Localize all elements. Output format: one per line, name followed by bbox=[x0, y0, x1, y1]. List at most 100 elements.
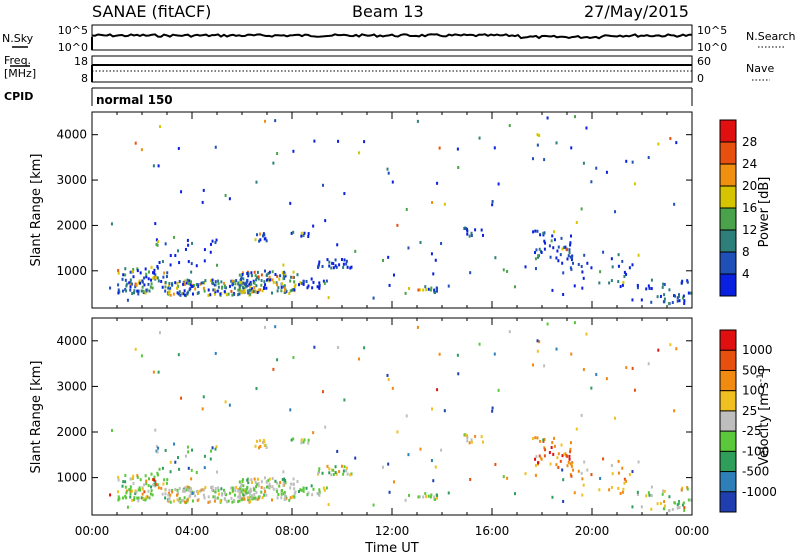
velocity-echo-cell bbox=[251, 494, 254, 498]
power-echo-cell bbox=[263, 280, 266, 284]
velocity-echo-cell bbox=[337, 346, 340, 350]
power-echo-cell bbox=[663, 282, 666, 286]
power-echo-cell bbox=[217, 279, 220, 283]
power-echo-cell bbox=[162, 275, 165, 279]
power-echo-cell bbox=[404, 291, 407, 295]
velocity-echo-cell bbox=[465, 433, 468, 437]
velocity-echo-cell bbox=[177, 491, 180, 495]
power-colorbar-tick-label: 4 bbox=[742, 267, 750, 281]
power-echo-cell bbox=[622, 280, 625, 284]
velocity-echo-cell bbox=[683, 506, 686, 510]
power-echo-cell bbox=[124, 273, 127, 277]
velocity-echo-cell bbox=[150, 472, 153, 476]
power-echo-cell bbox=[136, 267, 139, 271]
power-echo-cell bbox=[139, 271, 142, 275]
power-echo-cell bbox=[177, 146, 180, 150]
power-echo-cell bbox=[443, 202, 446, 206]
power-echo-cell bbox=[133, 289, 136, 293]
power-echo-cell bbox=[230, 279, 233, 283]
power-echo-cell bbox=[186, 292, 189, 296]
power-echo-cell bbox=[239, 289, 242, 293]
power-echo-cell bbox=[157, 164, 160, 168]
velocity-echo-cell bbox=[583, 460, 586, 464]
power-echo-cell bbox=[663, 293, 666, 297]
velocity-echo-cell bbox=[551, 441, 554, 445]
power-echo-cell bbox=[151, 286, 154, 290]
power-echo-cell bbox=[267, 277, 270, 281]
velocity-echo-cell bbox=[342, 472, 345, 476]
power-echo-cell bbox=[209, 250, 212, 254]
power-echo-cell bbox=[177, 249, 180, 253]
power-echo-cell bbox=[117, 283, 120, 287]
velocity-echo-cell bbox=[276, 496, 279, 500]
power-echo-cell bbox=[552, 246, 555, 250]
power-echo-cell bbox=[243, 289, 246, 293]
velocity-echo-cell bbox=[187, 488, 190, 492]
velocity-echo-cell bbox=[556, 456, 559, 460]
power-echo-cell bbox=[555, 141, 558, 145]
power-echo-cell bbox=[166, 271, 169, 275]
power-echo-cell bbox=[345, 259, 348, 263]
power-echo-cell bbox=[292, 270, 295, 274]
power-echo-cell bbox=[677, 293, 680, 297]
power-echo-cell bbox=[241, 271, 244, 275]
power-echo-cell bbox=[254, 273, 257, 277]
power-echo-cell bbox=[204, 279, 207, 283]
power-echo-cell bbox=[147, 282, 150, 286]
velocity-echo-cell bbox=[125, 491, 128, 495]
velocity-echo-cell bbox=[667, 509, 670, 513]
velocity-colorbar-tick-label: -1000 bbox=[742, 485, 777, 499]
velocity-echo-cell bbox=[244, 490, 247, 494]
velocity-echo-cell bbox=[427, 494, 430, 498]
velocity-echo-cell bbox=[265, 485, 268, 489]
power-echo-cell bbox=[497, 182, 500, 186]
power-echo-cell bbox=[418, 288, 421, 292]
velocity-echo-cell bbox=[260, 480, 263, 484]
velocity-echo-cell bbox=[680, 488, 683, 492]
power-echo-cell bbox=[281, 271, 284, 275]
power-echo-cell bbox=[656, 295, 659, 299]
velocity-echo-cell bbox=[631, 470, 634, 474]
velocity-echo-cell bbox=[241, 492, 244, 496]
power-echo-cell bbox=[328, 260, 331, 264]
power-echo-cell bbox=[184, 279, 187, 283]
power-echo-cell bbox=[562, 271, 565, 275]
velocity-echo-cell bbox=[141, 492, 144, 496]
velocity-echo-cell bbox=[363, 346, 366, 350]
velocity-echo-cell bbox=[176, 498, 179, 502]
velocity-echo-cell bbox=[160, 486, 163, 490]
velocity-echo-cell bbox=[257, 495, 260, 499]
velocity-echo-cell bbox=[155, 444, 158, 448]
power-echo-cell bbox=[258, 239, 261, 243]
power-echo-cell bbox=[302, 233, 305, 237]
power-echo-cell bbox=[387, 255, 390, 259]
power-echo-cell bbox=[566, 248, 569, 252]
velocity-echo-cell bbox=[257, 484, 260, 488]
velocity-echo-cell bbox=[283, 497, 286, 501]
power-colorbar-segment bbox=[720, 186, 736, 209]
power-echo-cell bbox=[306, 286, 309, 290]
nsearch-tick-high: 10^5 bbox=[697, 24, 727, 37]
power-echo-cell bbox=[568, 251, 571, 255]
velocity-echo-cell bbox=[176, 488, 179, 492]
power-echo-cell bbox=[678, 299, 681, 303]
velocity-echo-cell bbox=[144, 474, 147, 478]
velocity-echo-cell bbox=[560, 443, 563, 447]
velocity-echo-cell bbox=[640, 505, 643, 509]
velocity-echo-cell bbox=[137, 499, 140, 503]
power-echo-cell bbox=[117, 269, 120, 273]
power-echo-cell bbox=[174, 281, 177, 285]
velocity-echo-cell bbox=[141, 487, 144, 491]
velocity-echo-cell bbox=[311, 493, 314, 497]
velocity-echo-cell bbox=[249, 491, 252, 495]
power-echo-cell bbox=[150, 265, 153, 269]
power-echo-cell bbox=[539, 233, 542, 237]
power-echo-cell bbox=[432, 272, 435, 276]
nsearch-label: N.Search bbox=[746, 30, 796, 43]
power-echo-cell bbox=[152, 271, 155, 275]
velocity-echo-cell bbox=[536, 349, 539, 353]
velocity-echo-cell bbox=[335, 472, 338, 476]
velocity-echo-cell bbox=[650, 485, 653, 489]
power-colorbar-tick-label: 12 bbox=[742, 223, 757, 237]
power-echo-cell bbox=[569, 243, 572, 247]
